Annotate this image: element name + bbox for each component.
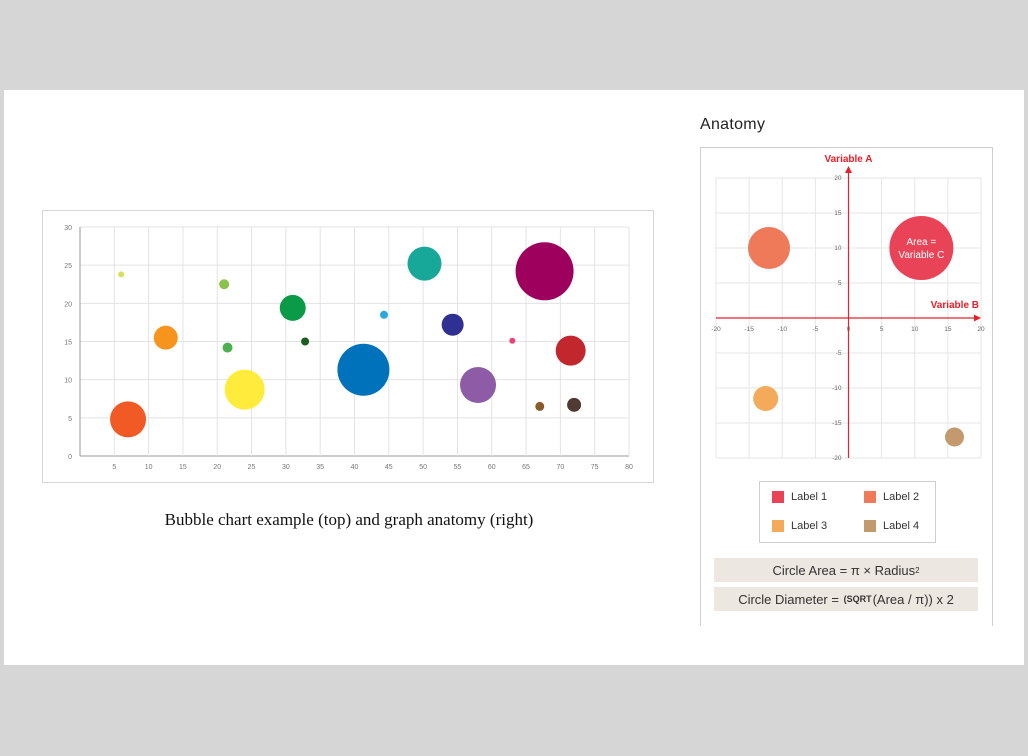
bubble-point — [460, 367, 497, 404]
legend-label: Label 1 — [791, 491, 828, 503]
anatomy-panel: Variable A Variable B -20 -15 -10 -5 0 5 10 15 20 -… — [700, 147, 993, 626]
x-tick-label: 5 — [112, 464, 116, 471]
y-tick-label: 15 — [834, 210, 842, 217]
bubble-point — [380, 310, 389, 319]
x-tick-label: 15 — [944, 326, 952, 333]
bubble-chart: 0 5 10 15 20 25 30 5 10 15 20 25 30 35 40 45 50 55 60 65 70 7… — [64, 225, 633, 471]
legend-item-label-3: Label 3 — [772, 520, 827, 532]
y-tick-label: 20 — [834, 175, 842, 182]
bubble-chart-panel: 0 5 10 15 20 25 30 5 10 15 20 25 30 35 40 45 50 55 60 65 70 7… — [42, 210, 654, 483]
x-tick-label: 50 — [419, 464, 427, 471]
x-tick-label: 45 — [385, 464, 393, 471]
bubble-point — [219, 279, 230, 290]
y-tick-label: 10 — [834, 245, 842, 252]
bubble-point — [301, 337, 310, 346]
x-tick-label: 10 — [911, 326, 919, 333]
circle-diameter-formula: Circle Diameter = (SQRT (Area / π)) x 2 — [714, 587, 978, 611]
bubble-point — [535, 401, 545, 411]
bubble-point — [110, 401, 147, 438]
bubble-point — [555, 335, 586, 366]
bubble-point — [118, 271, 125, 278]
x-tick-label: -10 — [778, 326, 788, 333]
legend-label: Label 3 — [791, 520, 828, 532]
legend-label: Label 2 — [883, 491, 920, 503]
x-tick-label: 30 — [282, 464, 290, 471]
legend-item-label-4: Label 4 — [864, 520, 919, 532]
bubble-point — [224, 369, 265, 410]
anatomy-legend: Label 1 Label 2 Label 3 Label 4 — [759, 481, 936, 543]
x-tick-label: -20 — [711, 326, 721, 333]
x-tick-label: 0 — [847, 326, 851, 333]
bubble-point — [567, 397, 582, 412]
formula-sqrt-text: (SQRT — [843, 594, 872, 604]
circle-area-formula: Circle Area = π × Radius 2 — [714, 558, 978, 582]
bubble-point — [407, 246, 442, 281]
bubble-point — [279, 294, 306, 321]
figure-caption: Bubble chart example (top) and graph ana… — [164, 510, 534, 529]
y-tick-label: -15 — [832, 420, 842, 427]
y-tick-label: 25 — [64, 263, 72, 270]
bubble-point — [337, 343, 390, 396]
formula-diameter-text: Circle Diameter = — [738, 591, 839, 607]
y-tick-label: 5 — [68, 416, 72, 423]
legend-label: Label 4 — [883, 520, 920, 532]
anatomy-bubble — [748, 227, 790, 269]
x-tick-label: 35 — [316, 464, 324, 471]
y-tick-label: 15 — [64, 340, 72, 347]
x-tick-label: 25 — [248, 464, 256, 471]
bubble-point — [153, 325, 178, 350]
anatomy-title: Anatomy — [700, 116, 766, 133]
x-tick-label: 80 — [625, 464, 633, 471]
y-axis-arrow — [845, 166, 852, 173]
anatomy-bubble — [889, 216, 954, 280]
y-axis-title: Variable A — [825, 154, 873, 165]
x-tick-label: 20 — [213, 464, 221, 471]
x-tick-label: 10 — [145, 464, 153, 471]
y-tick-label: 5 — [838, 280, 842, 287]
x-tick-label: 15 — [179, 464, 187, 471]
legend-swatch — [864, 491, 876, 503]
x-tick-label: 40 — [351, 464, 359, 471]
legend-swatch — [864, 520, 876, 532]
y-tick-label: 0 — [68, 454, 72, 461]
y-tick-label: -5 — [836, 350, 842, 357]
y-tick-label: 30 — [64, 225, 72, 232]
formula-area-superscript: 2 — [915, 565, 920, 575]
x-tick-label: 70 — [556, 464, 564, 471]
y-tick-label: -10 — [832, 385, 842, 392]
x-tick-label: 60 — [488, 464, 496, 471]
legend-swatch — [772, 520, 784, 532]
x-tick-label: -5 — [812, 326, 818, 333]
y-tick-label: -20 — [832, 455, 842, 462]
x-axis-arrow — [974, 314, 981, 322]
bubble-point — [509, 337, 516, 344]
x-tick-label: 75 — [591, 464, 599, 471]
bubble-point — [222, 342, 233, 353]
x-tick-label: 5 — [880, 326, 884, 333]
slide: 0 5 10 15 20 25 30 5 10 15 20 25 30 35 40 45 50 55 60 65 70 7… — [4, 90, 1024, 665]
legend-item-label-1: Label 1 — [772, 491, 827, 503]
y-tick-label: 20 — [64, 301, 72, 308]
formula-area-text: Circle Area = π × Radius — [772, 562, 916, 578]
legend-swatch — [772, 491, 784, 503]
anatomy-chart: Variable A Variable B -20 -15 -10 -5 0 5 10 15 20 -… — [711, 154, 985, 462]
anatomy-bubble — [753, 386, 779, 411]
x-tick-label: 55 — [454, 464, 462, 471]
y-tick-label: 10 — [64, 378, 72, 385]
formula-diameter-rest: (Area / π)) x 2 — [872, 591, 954, 607]
bubble-annotation-line-2: Variable C — [898, 250, 944, 261]
bubble-annotation-line-1: Area = — [907, 237, 937, 248]
bubble-point — [515, 242, 574, 301]
legend-item-label-2: Label 2 — [864, 491, 919, 503]
x-axis-title: Variable B — [931, 300, 979, 311]
bubble-point — [441, 313, 464, 336]
x-tick-label: -15 — [744, 326, 754, 333]
x-tick-label: 20 — [977, 326, 985, 333]
anatomy-bubble — [945, 427, 964, 447]
x-tick-label: 65 — [522, 464, 530, 471]
